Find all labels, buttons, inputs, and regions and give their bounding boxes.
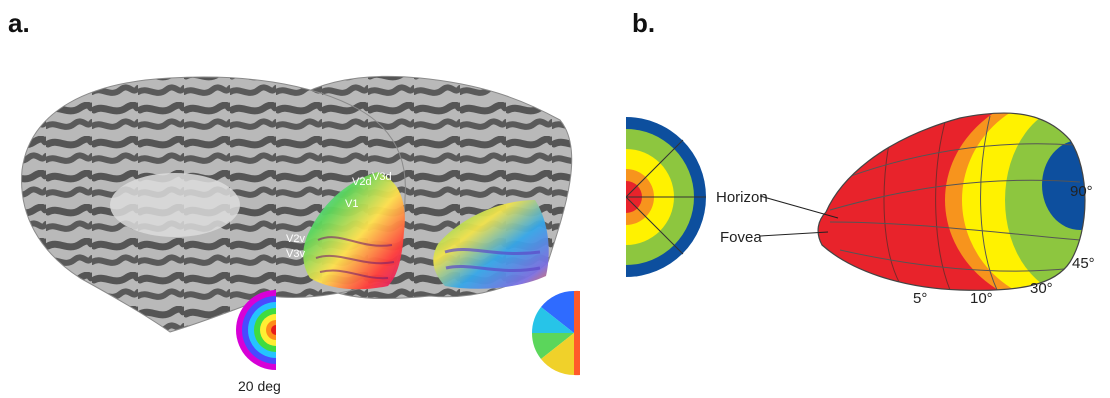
visual-field-diagram — [626, 117, 706, 277]
area-label-v1: V1 — [345, 198, 358, 210]
medial-wall — [110, 173, 240, 237]
eccentricity-color-key — [236, 290, 276, 370]
panel-a-brain-figure: V2d V3d V1 V2v V3v 20 deg — [21, 75, 580, 394]
eccentricity-label-10: 10° — [970, 290, 993, 307]
horizon-label: Horizon — [716, 189, 768, 206]
angle-label-45: 45° — [1072, 255, 1095, 272]
eccentricity-label-30: 30° — [1030, 280, 1053, 297]
panel-label-a: a. — [8, 8, 30, 38]
polar-angle-color-key — [532, 290, 580, 376]
area-label-v3v: V3v — [286, 248, 305, 260]
area-label-v2v: V2v — [286, 233, 305, 245]
area-label-v3d: V3d — [372, 171, 392, 183]
horizon-leader-line — [759, 195, 839, 219]
cortical-map-diagram — [817, 112, 1086, 291]
panel-b-schematic: Horizon Fovea 90° 45° 5° 10° 30° — [626, 112, 1095, 307]
scale-label: 20 deg — [238, 378, 281, 394]
retinotopic-map-v1 — [303, 172, 405, 290]
fovea-label: Fovea — [720, 229, 762, 246]
panel-label-b: b. — [632, 8, 656, 38]
angle-label-90: 90° — [1070, 183, 1093, 200]
fovea-leader-line — [759, 231, 829, 237]
eccentricity-label-5: 5° — [913, 290, 927, 307]
area-label-v2d: V2d — [352, 176, 372, 188]
